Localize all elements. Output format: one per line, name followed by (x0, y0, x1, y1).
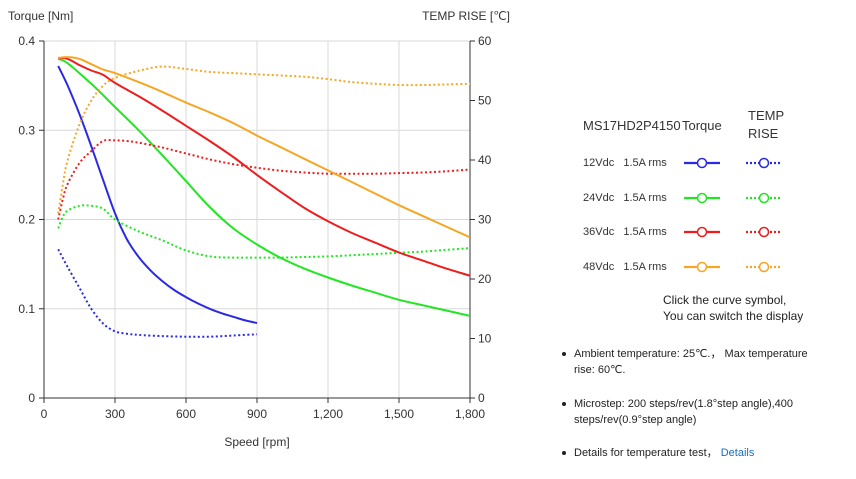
solid-line-symbol-icon (684, 227, 720, 238)
y-left-tick-label: 0.4 (18, 34, 35, 48)
temp-curve-toggle[interactable] (744, 156, 806, 170)
y-left-tick-label: 0.2 (18, 213, 35, 227)
legend-note: Click the curve symbol, You can switch t… (663, 292, 803, 324)
temp-rise-series-line (57, 248, 258, 338)
y-right-tick-label: 30 (478, 213, 492, 227)
legend-row: 48Vdc 1.5A rms (560, 250, 820, 285)
y-left-tick-label: 0 (28, 391, 35, 405)
legend-panel: MS17HD2P4150 Torque TEMP RISE 12Vdc 1.5A… (560, 104, 820, 284)
legend-row: 36Vdc 1.5A rms (560, 215, 820, 250)
torque-series-line (57, 57, 470, 317)
dotted-line-symbol-icon (746, 261, 782, 272)
torque-series-line (57, 65, 258, 324)
temp-curve-toggle[interactable] (744, 225, 806, 239)
ambient-note: Ambient temperature: 25℃.， Max temperatu… (560, 346, 830, 378)
temp-rise-header-line1: TEMP (748, 108, 785, 123)
microstep-note: Microstep: 200 steps/rev(1.8°step angle)… (560, 396, 830, 428)
x-axis-title: Speed [rpm] (224, 435, 289, 449)
temp-curve-toggle[interactable] (744, 191, 806, 205)
x-tick-label: 0 (41, 407, 48, 421)
y-right-tick-label: 20 (478, 272, 492, 286)
temp-curve-toggle[interactable] (744, 260, 806, 274)
torque-curve-toggle[interactable] (682, 225, 744, 239)
legend-note-line1: Click the curve symbol, (663, 293, 787, 307)
dotted-line-symbol-icon (746, 227, 782, 238)
notes-list: Ambient temperature: 25℃.， Max temperatu… (560, 346, 830, 479)
dotted-line-symbol-icon (746, 192, 782, 203)
legend-row: 24Vdc 1.5A rms (560, 181, 820, 216)
x-tick-label: 900 (247, 407, 267, 421)
x-tick-label: 1,200 (313, 407, 343, 421)
torque-series-line (58, 57, 470, 277)
solid-line-symbol-icon (684, 261, 720, 272)
torque-curve-toggle[interactable] (682, 260, 744, 274)
temp-rise-series-line (57, 204, 470, 259)
x-tick-label: 1,800 (455, 407, 485, 421)
torque-curve-toggle[interactable] (682, 191, 744, 205)
torque-temp-chart: 0 300 600 900 1,200 1,500 1,800 0 0.1 0.2 0.3 0.4 0 1… (8, 9, 510, 449)
details-text: Details for temperature test， (574, 447, 718, 459)
details-note: Details for temperature test， Details (560, 445, 830, 461)
legend-row-label: 24Vdc 1.5A rms (583, 191, 667, 204)
dotted-line-symbol-icon (746, 158, 782, 169)
legend-note-line2: You can switch the display (663, 309, 804, 323)
model-name: MS17HD2P4150 (583, 117, 681, 133)
legend-row-label: 12Vdc 1.5A rms (583, 157, 667, 170)
legend-header: MS17HD2P4150 Torque TEMP RISE (560, 104, 820, 146)
torque-header: Torque (682, 117, 722, 133)
y-left-tick-label: 0.1 (18, 302, 35, 316)
y-right-tick-label: 0 (478, 391, 485, 405)
y-right-tick-label: 60 (478, 34, 492, 48)
x-tick-label: 1,500 (384, 407, 414, 421)
y-right-tick-label: 40 (478, 153, 492, 167)
legend-row-label: 48Vdc 1.5A rms (583, 260, 667, 273)
y-axis-left-title: Torque [Nm] (8, 9, 73, 23)
details-link[interactable]: Details (720, 447, 755, 459)
x-tick-label: 600 (176, 407, 196, 421)
y-left-tick-label: 0.3 (18, 123, 35, 137)
torque-series-line (58, 56, 470, 239)
x-tick-label: 300 (105, 407, 125, 421)
y-right-tick-label: 50 (478, 94, 492, 108)
temp-rise-header-line2: RISE (748, 126, 779, 141)
solid-line-symbol-icon (684, 192, 720, 203)
legend-row: 12Vdc 1.5A rms (560, 146, 820, 181)
legend-row-label: 36Vdc 1.5A rms (583, 226, 667, 239)
y-axis-right-title: TEMP RISE [℃] (422, 9, 510, 23)
y-right-tick-label: 10 (478, 332, 492, 346)
temp-rise-series-line (57, 139, 470, 220)
torque-curve-toggle[interactable] (682, 156, 744, 170)
solid-line-symbol-icon (684, 158, 720, 169)
temp-rise-header: TEMP RISE (740, 107, 808, 143)
